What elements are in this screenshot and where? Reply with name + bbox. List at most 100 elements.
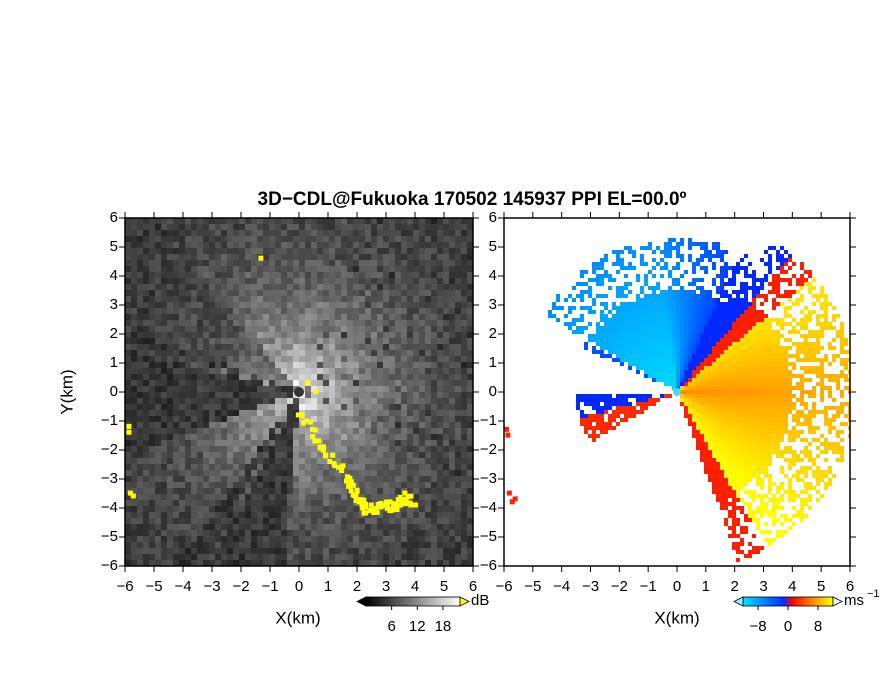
image-cell xyxy=(299,296,305,302)
y-tick-label: −1 xyxy=(101,412,118,429)
image-cell xyxy=(233,272,239,278)
image-cell xyxy=(131,248,137,254)
image-cell xyxy=(281,284,287,290)
image-cell xyxy=(167,422,173,428)
image-cell xyxy=(716,338,720,342)
image-cell xyxy=(335,404,341,410)
image-cell xyxy=(431,428,437,434)
image-cell xyxy=(720,390,724,394)
image-cell xyxy=(341,242,347,248)
image-cell xyxy=(656,298,660,302)
image-cell xyxy=(221,476,227,482)
image-cell xyxy=(688,422,692,426)
image-cell xyxy=(263,278,269,284)
image-cell xyxy=(143,374,149,380)
image-cell xyxy=(620,258,624,262)
image-cell xyxy=(353,278,359,284)
image-cell xyxy=(728,406,732,410)
image-cell xyxy=(437,524,443,530)
colorbar-tick-label: 6 xyxy=(387,618,395,635)
image-cell xyxy=(335,476,341,482)
image-cell xyxy=(239,518,245,524)
image-cell xyxy=(700,426,704,430)
image-cell xyxy=(365,272,371,278)
image-cell xyxy=(155,368,161,374)
image-cell xyxy=(209,524,215,530)
image-cell xyxy=(257,302,263,308)
image-cell xyxy=(359,386,365,392)
image-cell xyxy=(359,554,365,560)
image-cell xyxy=(137,314,143,320)
image-cell xyxy=(467,260,473,266)
image-cell xyxy=(724,466,728,470)
image-cell xyxy=(389,284,395,290)
image-cell xyxy=(636,298,640,302)
image-cell xyxy=(167,344,173,350)
image-cell xyxy=(389,344,395,350)
image-cell xyxy=(353,404,359,410)
image-cell xyxy=(449,500,455,506)
image-cell xyxy=(167,236,173,242)
image-cell xyxy=(704,266,708,270)
image-cell xyxy=(592,270,596,274)
image-cell xyxy=(239,314,245,320)
image-cell xyxy=(443,278,449,284)
image-cell xyxy=(636,354,640,358)
clutter xyxy=(304,418,310,424)
image-cell xyxy=(191,518,197,524)
image-cell xyxy=(257,284,263,290)
image-cell xyxy=(696,286,700,290)
image-cell xyxy=(317,218,323,224)
image-cell xyxy=(155,554,161,560)
image-cell xyxy=(732,542,736,546)
image-cell xyxy=(389,266,395,272)
image-cell xyxy=(131,398,137,404)
image-cell xyxy=(437,404,443,410)
image-cell xyxy=(251,308,257,314)
image-cell xyxy=(419,302,425,308)
image-cell xyxy=(161,560,167,566)
image-cell xyxy=(329,422,335,428)
image-cell xyxy=(167,434,173,440)
image-cell xyxy=(708,346,712,350)
image-cell xyxy=(233,362,239,368)
image-cell xyxy=(676,318,680,322)
image-cell xyxy=(395,332,401,338)
image-cell xyxy=(185,260,191,266)
image-cell xyxy=(467,392,473,398)
image-cell xyxy=(728,526,732,530)
image-cell xyxy=(455,560,461,566)
image-cell xyxy=(443,422,449,428)
image-cell xyxy=(552,302,556,306)
image-cell xyxy=(149,428,155,434)
image-cell xyxy=(680,322,684,326)
image-cell xyxy=(712,462,716,466)
y-tick-label: 6 xyxy=(110,209,118,226)
image-cell xyxy=(233,518,239,524)
image-cell xyxy=(664,250,668,254)
image-cell xyxy=(660,322,664,326)
image-cell xyxy=(221,320,227,326)
image-cell xyxy=(648,374,652,378)
image-cell xyxy=(209,434,215,440)
image-cell xyxy=(437,392,443,398)
image-cell xyxy=(329,308,335,314)
image-cell xyxy=(143,296,149,302)
image-cell xyxy=(191,278,197,284)
image-cell xyxy=(449,344,455,350)
image-cell xyxy=(179,302,185,308)
image-cell xyxy=(233,446,239,452)
image-cell xyxy=(203,440,209,446)
image-cell xyxy=(395,548,401,554)
image-cell xyxy=(425,416,431,422)
image-cell xyxy=(443,350,449,356)
image-cell xyxy=(592,334,596,338)
image-cell xyxy=(257,266,263,272)
image-cell xyxy=(263,494,269,500)
image-cell xyxy=(365,308,371,314)
image-cell xyxy=(672,342,676,346)
image-cell xyxy=(137,356,143,362)
image-cell xyxy=(467,224,473,230)
image-cell xyxy=(311,464,317,470)
image-cell xyxy=(245,476,251,482)
